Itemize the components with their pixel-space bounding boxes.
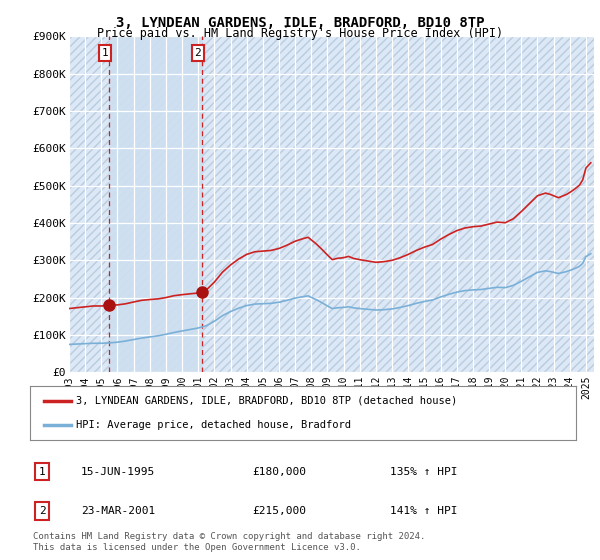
- Bar: [109, 36, 202, 372]
- Text: 2: 2: [194, 48, 201, 58]
- Text: £215,000: £215,000: [252, 506, 306, 516]
- Text: £180,000: £180,000: [252, 466, 306, 477]
- Text: 141% ↑ HPI: 141% ↑ HPI: [390, 506, 458, 516]
- Text: 3, LYNDEAN GARDENS, IDLE, BRADFORD, BD10 8TP: 3, LYNDEAN GARDENS, IDLE, BRADFORD, BD10…: [116, 16, 484, 30]
- Text: 1: 1: [38, 466, 46, 477]
- Text: Price paid vs. HM Land Registry's House Price Index (HPI): Price paid vs. HM Land Registry's House …: [97, 27, 503, 40]
- Text: 2: 2: [38, 506, 46, 516]
- Text: 3, LYNDEAN GARDENS, IDLE, BRADFORD, BD10 8TP (detached house): 3, LYNDEAN GARDENS, IDLE, BRADFORD, BD10…: [76, 396, 458, 406]
- Text: HPI: Average price, detached house, Bradford: HPI: Average price, detached house, Brad…: [76, 420, 352, 430]
- Text: 1: 1: [101, 48, 108, 58]
- Text: 135% ↑ HPI: 135% ↑ HPI: [390, 466, 458, 477]
- Text: Contains HM Land Registry data © Crown copyright and database right 2024.
This d: Contains HM Land Registry data © Crown c…: [33, 532, 425, 552]
- Text: 23-MAR-2001: 23-MAR-2001: [81, 506, 155, 516]
- Text: 15-JUN-1995: 15-JUN-1995: [81, 466, 155, 477]
